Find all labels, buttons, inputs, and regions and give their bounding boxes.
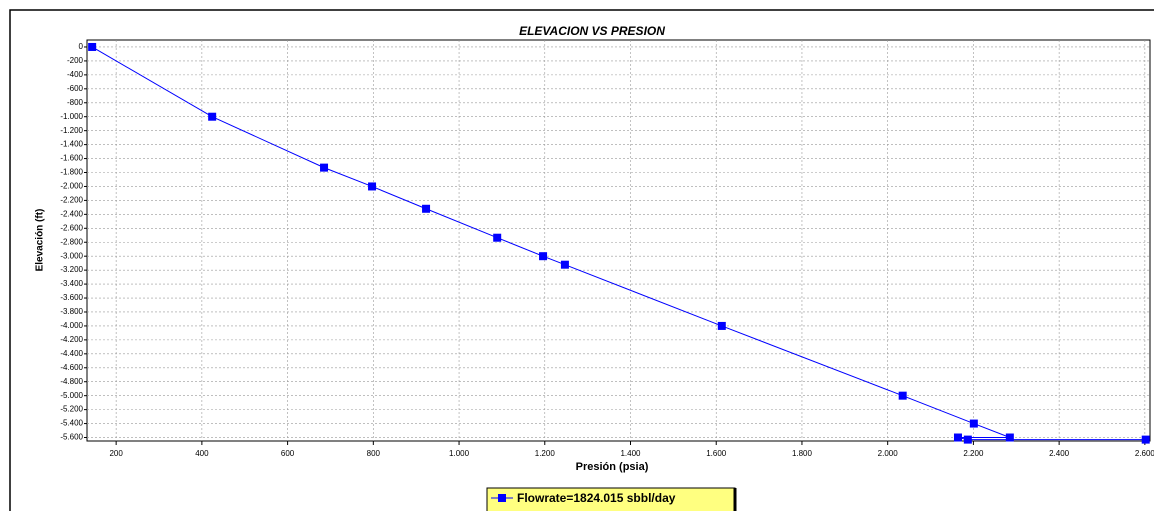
x-tick-label: 2.200: [963, 449, 984, 458]
y-tick-label: -200: [67, 56, 84, 65]
y-tick-label: -400: [67, 70, 84, 79]
y-tick-label: -5.000: [60, 391, 83, 400]
y-tick-label: -5.200: [60, 405, 83, 414]
y-tick-label: -4.400: [60, 349, 83, 358]
y-tick-label: -1.800: [60, 168, 83, 177]
point-marker: [493, 233, 502, 242]
y-tick-label: 0: [79, 42, 84, 51]
y-tick-label: -4.800: [60, 377, 83, 386]
x-tick-label: 1.400: [620, 449, 641, 458]
x-tick-label: 2.600: [1135, 449, 1154, 458]
x-tick-label: 2.400: [1049, 449, 1070, 458]
x-tick-label: 400: [195, 449, 209, 458]
y-tick-label: -1.000: [60, 112, 83, 121]
y-tick-label: -1.600: [60, 154, 83, 163]
y-tick-label: -2.000: [60, 182, 83, 191]
point-marker: [208, 112, 217, 121]
x-tick-label: 1.600: [706, 449, 727, 458]
x-axis-label: Presión (psia): [576, 461, 649, 473]
point-marker: [368, 182, 377, 191]
point-marker: [1141, 435, 1150, 444]
x-tick-label: 1.200: [535, 449, 556, 458]
x-tick-label: 200: [109, 449, 123, 458]
y-tick-label: -800: [67, 98, 84, 107]
y-tick-label: -3.400: [60, 279, 83, 288]
point-marker: [717, 321, 726, 330]
point-marker: [963, 435, 972, 444]
point-marker: [953, 433, 962, 442]
y-tick-label: -5.400: [60, 419, 83, 428]
x-tick-label: 1.000: [449, 449, 470, 458]
y-tick-label: -4.000: [60, 321, 83, 330]
x-tick-label: 2.000: [878, 449, 899, 458]
y-tick-label: -3.800: [60, 307, 83, 316]
y-tick-label: -4.200: [60, 335, 83, 344]
x-tick-label: 600: [281, 449, 295, 458]
legend-marker: [498, 494, 506, 502]
y-tick-label: -2.400: [60, 209, 83, 218]
point-marker: [560, 260, 569, 269]
y-tick-label: -2.200: [60, 196, 83, 205]
point-marker: [1005, 433, 1014, 442]
point-marker: [539, 252, 548, 261]
y-tick-label: -1.200: [60, 126, 83, 135]
y-tick-label: -3.200: [60, 265, 83, 274]
x-tick-label: 1.800: [792, 449, 813, 458]
plot-area: [86, 39, 1151, 442]
y-tick-label: -3.000: [60, 251, 83, 260]
y-tick-label: -3.600: [60, 293, 83, 302]
y-tick-label: -2.600: [60, 223, 83, 232]
point-marker: [422, 204, 431, 213]
x-tick-label: 800: [367, 449, 381, 458]
y-tick-label: -4.600: [60, 363, 83, 372]
legend-label: Flowrate=1824.015 sbbl/day: [517, 491, 676, 505]
point-marker: [88, 42, 97, 51]
y-tick-label: -600: [67, 84, 84, 93]
chart-title: ELEVACION VS PRESION: [519, 24, 665, 38]
point-marker: [898, 391, 907, 400]
y-tick-label: -1.400: [60, 140, 83, 149]
y-axis-label: Elevación (ft): [35, 209, 46, 272]
point-marker: [969, 419, 978, 428]
y-tick-label: -2.800: [60, 237, 83, 246]
point-marker: [320, 163, 329, 172]
y-tick-label: -5.600: [60, 433, 83, 442]
